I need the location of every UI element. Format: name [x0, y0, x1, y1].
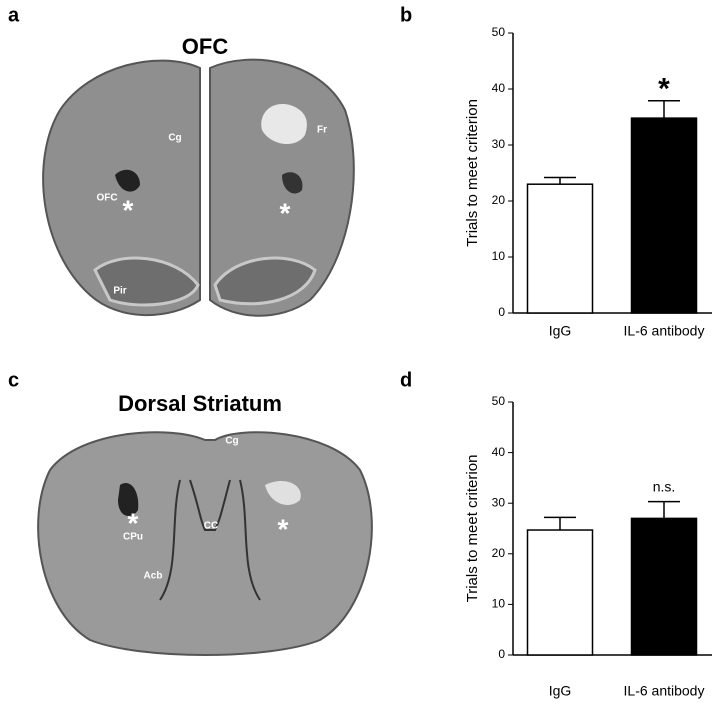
y-tick-label: 40	[492, 81, 506, 95]
y-axis-label: Trials to meet criterion	[464, 99, 481, 247]
significance-label: n.s.	[653, 478, 676, 494]
x-tick-label: IL-6 antibody	[624, 683, 705, 699]
brain-label: Acb	[144, 571, 163, 582]
x-tick-label: IgG	[549, 323, 572, 339]
brain-section	[42, 58, 355, 317]
brain-label: CC	[204, 521, 218, 532]
panel-letter: a	[8, 4, 20, 26]
brain-label: CPu	[123, 532, 143, 543]
y-tick-label: 0	[498, 647, 505, 661]
y-tick-label: 40	[492, 445, 506, 459]
brain-label: Cg	[168, 133, 181, 144]
brain-section	[37, 431, 373, 656]
bar	[630, 117, 698, 314]
y-tick-label: 0	[498, 305, 505, 319]
panel-letter: d	[400, 369, 412, 391]
x-tick-label: IgG	[549, 683, 572, 699]
bar	[526, 529, 594, 656]
y-tick-label: 50	[492, 25, 506, 39]
panel-letter: b	[400, 4, 412, 26]
brain-label: Cg	[225, 436, 238, 447]
y-tick-label: 10	[492, 249, 506, 263]
brain-label: Fr	[317, 125, 327, 136]
y-tick-label: 50	[492, 394, 506, 408]
brain-label: Pir	[113, 286, 126, 297]
bar	[630, 517, 698, 656]
y-tick-label: 20	[492, 546, 506, 560]
x-tick-label: IL-6 antibody	[624, 323, 705, 339]
y-tick-label: 30	[492, 495, 506, 509]
brain-label: OFC	[96, 193, 117, 204]
lesion-marker: *	[128, 507, 139, 538]
panel-letter: c	[8, 369, 19, 391]
brain-title: Dorsal Striatum	[118, 391, 282, 416]
lesion-marker: *	[123, 194, 134, 225]
significance-label: *	[658, 73, 670, 106]
y-tick-label: 30	[492, 137, 506, 151]
lesion-marker: *	[280, 197, 291, 228]
lesion-marker: *	[278, 513, 289, 544]
y-tick-label: 20	[492, 193, 506, 207]
brain-title: OFC	[182, 34, 229, 59]
bar	[526, 183, 594, 314]
y-tick-label: 10	[492, 597, 506, 611]
y-axis-label: Trials to meet criterion	[464, 455, 481, 603]
